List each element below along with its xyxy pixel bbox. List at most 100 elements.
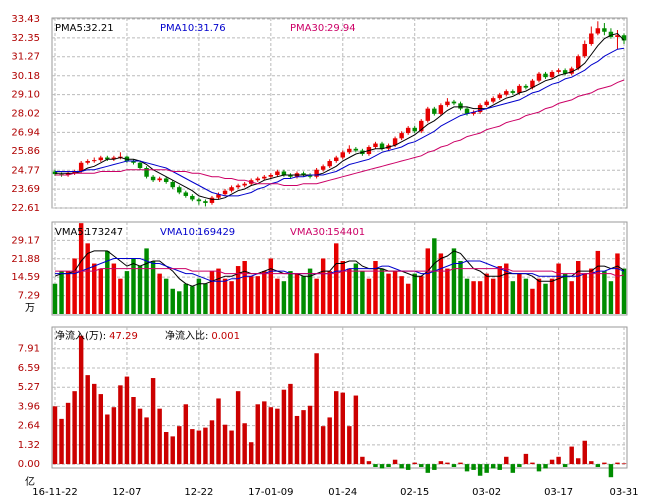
candle-body xyxy=(530,80,535,88)
volume-bar xyxy=(405,283,411,314)
inflow-bar xyxy=(353,395,359,465)
volume-bar xyxy=(497,266,502,314)
x-tick-label: 03-02 xyxy=(472,487,501,498)
inflow-bar xyxy=(294,415,300,465)
volume-bar xyxy=(248,276,254,314)
candle-body xyxy=(288,174,293,177)
y-tick-label: 6.59 xyxy=(18,363,40,374)
inflow-bar xyxy=(504,456,509,465)
candle-body xyxy=(203,201,208,203)
candle-body xyxy=(255,178,260,181)
inflow-bar xyxy=(190,429,195,465)
inflow-bar xyxy=(549,459,555,465)
candle-body xyxy=(432,108,437,114)
inflow-bar xyxy=(379,464,385,469)
y-tick-label: 7.29 xyxy=(18,291,40,302)
volume-bar xyxy=(425,248,431,314)
candle-body xyxy=(471,112,476,114)
inflow-bar xyxy=(445,462,450,465)
candle-body xyxy=(419,120,424,132)
volume-bar xyxy=(353,263,359,314)
candle-body xyxy=(222,190,228,195)
candle-body xyxy=(445,101,450,106)
volume-bar xyxy=(523,278,529,314)
inflow-bar xyxy=(78,335,84,465)
ma-line xyxy=(55,79,625,186)
candle-body xyxy=(98,157,104,161)
inflow-bar xyxy=(216,398,221,465)
volume-bar xyxy=(320,258,326,314)
legend-value: 173247 xyxy=(85,227,123,238)
inflow-bar xyxy=(327,417,332,465)
inflow-bar xyxy=(386,464,391,467)
inflow-bar xyxy=(163,432,169,465)
x-tick-label: 02-15 xyxy=(400,487,429,498)
volume-bar xyxy=(615,253,620,314)
inflow-bar xyxy=(150,378,156,465)
volume-bar xyxy=(203,283,208,314)
volume-bar xyxy=(190,286,195,314)
inflow-bar xyxy=(242,423,247,465)
inflow-bar xyxy=(222,424,228,465)
y-tick-label: 30.18 xyxy=(11,71,40,82)
legend-value: 31.76 xyxy=(197,23,226,34)
volume-bar xyxy=(412,273,417,314)
y-tick-label: 0.00 xyxy=(18,459,40,470)
inflow-bar xyxy=(118,385,123,465)
volume-bar xyxy=(235,266,241,314)
candle-body xyxy=(268,174,274,177)
inflow-bar xyxy=(621,463,627,465)
volume-bar xyxy=(78,223,84,314)
inflow-bar xyxy=(484,464,489,473)
volume-bar xyxy=(111,263,117,314)
inflow-bar xyxy=(432,464,437,470)
volume-bar xyxy=(314,278,319,314)
x-tick-label: 03-31 xyxy=(609,487,638,498)
candle-body xyxy=(307,174,313,177)
volume-bar xyxy=(549,278,555,314)
y-tick-label: 23.69 xyxy=(11,184,40,195)
candle-body xyxy=(353,148,359,151)
ma-line xyxy=(55,258,625,282)
volume-bar xyxy=(373,261,378,314)
inflow-bar xyxy=(157,408,162,465)
volume-bar xyxy=(281,281,287,314)
inflow-bar xyxy=(268,407,274,465)
inflow-bar xyxy=(92,383,97,465)
candle-body xyxy=(602,28,607,32)
candle-body xyxy=(183,192,189,196)
inflow-bar xyxy=(556,456,561,465)
volume-bar xyxy=(222,278,228,314)
inflow-bar xyxy=(458,462,463,465)
volume-bar xyxy=(366,278,372,314)
inflow-bar xyxy=(360,456,365,465)
candle-body xyxy=(235,185,241,188)
inflow-bar xyxy=(595,464,601,467)
candle-body xyxy=(621,35,627,41)
y-tick-label: 28.02 xyxy=(11,109,40,120)
volume-bar xyxy=(569,281,574,314)
candle-body xyxy=(373,143,378,148)
candle-body xyxy=(523,85,529,88)
volume-bar xyxy=(595,250,601,314)
x-tick-label: 12-07 xyxy=(112,487,141,498)
inflow-bar xyxy=(405,464,411,470)
inflow-bar xyxy=(144,417,149,465)
inflow-bar xyxy=(569,446,574,465)
volume-bar xyxy=(530,288,535,314)
y-tick-label: 31.27 xyxy=(11,52,40,63)
candle-body xyxy=(301,173,306,175)
volume-bar xyxy=(504,263,509,314)
inflow-bar xyxy=(425,464,431,473)
candle-body xyxy=(589,33,594,44)
inflow-bar xyxy=(124,376,130,465)
volume-bar xyxy=(517,273,522,314)
candle-body xyxy=(562,70,568,74)
inflow-bar xyxy=(366,461,372,465)
volume-bar xyxy=(582,273,587,314)
candle-body xyxy=(314,169,319,177)
candle-body xyxy=(275,171,280,175)
volume-bar xyxy=(157,273,162,314)
legend-name: 净流入(万): xyxy=(55,329,106,342)
candle-body xyxy=(196,199,202,202)
